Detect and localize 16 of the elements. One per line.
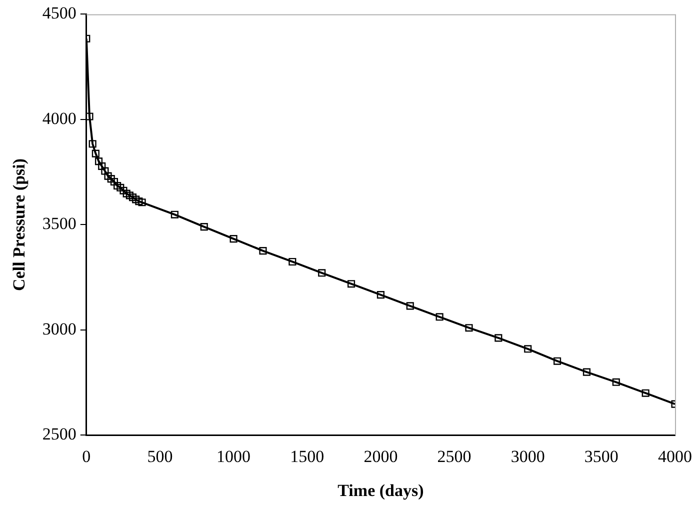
x-tick-label: 1000 [216,446,251,466]
x-tick-label: 500 [147,446,173,466]
y-tick-label: 3500 [42,214,76,234]
y-axis-title: Cell Pressure (psi) [10,158,29,291]
x-tick-label: 3000 [510,446,545,466]
x-axis-title: Time (days) [338,481,424,500]
x-tick-label: 2000 [364,446,398,466]
y-tick-label: 4000 [42,108,76,128]
y-tick-label: 4500 [42,4,76,23]
y-tick-label: 2500 [42,424,76,444]
x-tick-label: 0 [82,446,91,466]
x-tick-label: 3500 [584,446,618,466]
x-tick-label: 1500 [290,446,324,466]
x-tick-label: 4000 [658,446,692,466]
y-tick-label: 3000 [42,319,76,338]
x-tick-label: 2500 [437,446,472,466]
